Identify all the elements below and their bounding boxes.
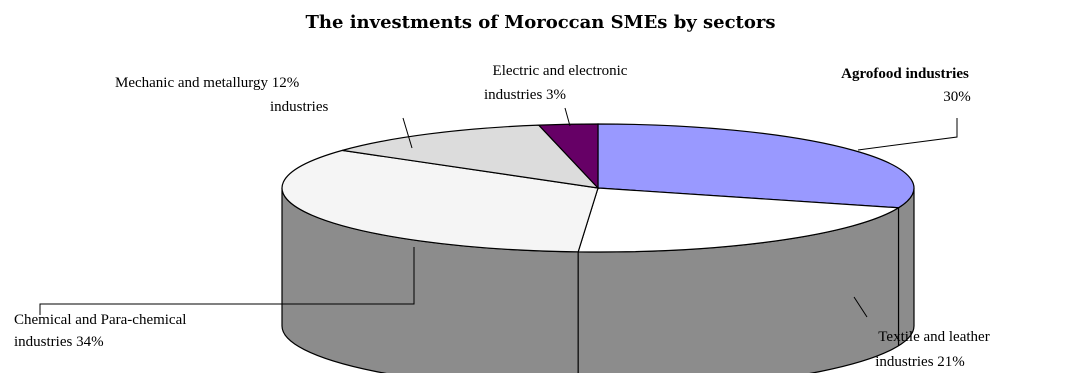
- data-label-textile: Textile and leather: [878, 329, 989, 345]
- leader-line-chemical: [39, 247, 415, 315]
- leader-line-textile: [853, 296, 868, 318]
- leader-line-agrofood: [857, 118, 958, 151]
- data-label-textile: industries 21%: [875, 354, 965, 370]
- data-label-agrofood: Agrofood industries: [841, 66, 969, 82]
- pie-slice-chemical: [281, 149, 599, 253]
- data-label-chemical: Chemical and Para-chemical: [14, 312, 186, 328]
- pie-slice-agrofood: [597, 123, 915, 209]
- leader-line-electric: [564, 107, 571, 127]
- chart-title: The investments of Moroccan SMEs by sect…: [305, 12, 776, 33]
- data-label-electric: industries 3%: [484, 87, 566, 103]
- pie-slice-mechanic: [342, 124, 600, 189]
- data-label-agrofood: 30%: [943, 89, 971, 105]
- data-label-mechanic: industries: [270, 99, 328, 115]
- data-label-chemical: industries 34%: [14, 334, 104, 350]
- leader-line-mechanic: [402, 117, 413, 149]
- pie-slice-electric: [537, 123, 599, 190]
- data-label-electric: Electric and electronic: [493, 63, 628, 79]
- data-label-mechanic: Mechanic and metallurgy 12%: [115, 75, 299, 91]
- pie-slice-textile: [577, 187, 901, 253]
